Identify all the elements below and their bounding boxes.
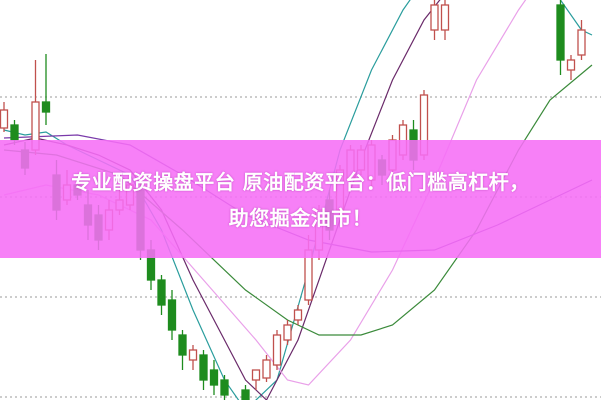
- candle-up: [293, 309, 303, 321]
- candle-up: [188, 349, 198, 361]
- candle-down: [556, 4, 565, 61]
- headline-line-1: 专业配资操盘平台 原油配资平台：低门槛高杠杆，: [71, 170, 530, 194]
- candle-down: [178, 334, 187, 356]
- candle-down: [157, 279, 166, 306]
- candle-up: [262, 359, 271, 379]
- candle-down: [10, 124, 19, 141]
- headline: 专业配资操盘平台 原油配资平台：低门槛高杠杆， 助您掘金油市！: [0, 164, 601, 236]
- candle-up: [566, 59, 576, 71]
- candle-down: [241, 389, 250, 400]
- candle-down: [167, 299, 177, 331]
- candle-up: [283, 324, 292, 341]
- candle-up: [440, 4, 450, 31]
- candle-up: [272, 334, 282, 366]
- candle-up: [430, 4, 439, 31]
- candle-up: [0, 109, 9, 129]
- headline-banner: [0, 140, 601, 258]
- candle-up: [577, 29, 586, 56]
- candle-down: [209, 369, 219, 386]
- candle-down: [220, 379, 229, 396]
- candle-down: [199, 354, 208, 381]
- candle-up: [251, 369, 261, 381]
- candle-down: [41, 101, 51, 113]
- headline-line-2: 助您掘金油市！: [228, 206, 373, 230]
